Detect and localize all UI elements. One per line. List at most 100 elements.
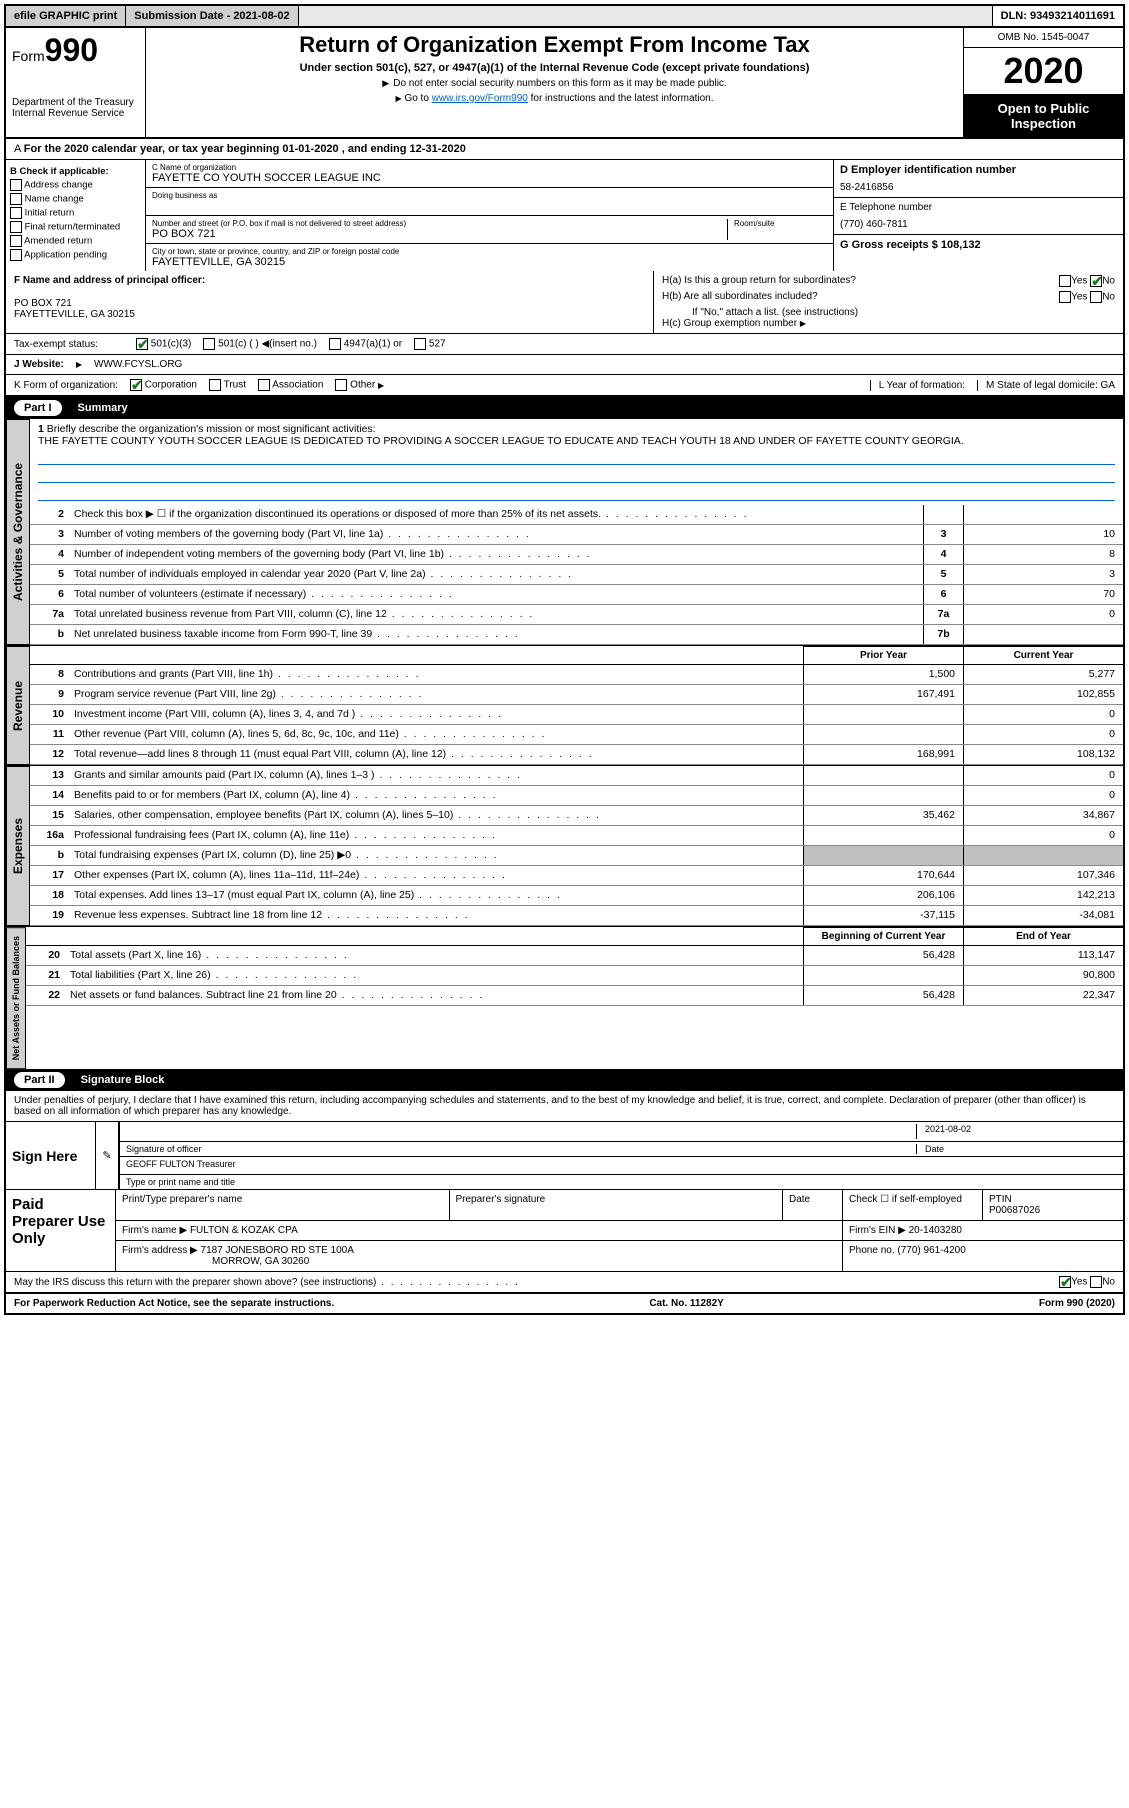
check-final[interactable]: Final return/terminated	[10, 221, 141, 233]
goto-suffix: for instructions and the latest informat…	[528, 93, 714, 104]
check-other[interactable]	[335, 379, 347, 391]
line-20: 20Total assets (Part X, line 16)56,42811…	[26, 946, 1123, 966]
dept-treasury: Department of the Treasury Internal Reve…	[12, 97, 139, 119]
line-b: bNet unrelated business taxable income f…	[30, 625, 1123, 645]
paperwork-note: For Paperwork Reduction Act Notice, see …	[14, 1298, 334, 1309]
penalty-text: Under penalties of perjury, I declare th…	[6, 1091, 1123, 1122]
line-4: 4Number of independent voting members of…	[30, 545, 1123, 565]
check-pending[interactable]: Application pending	[10, 249, 141, 261]
form-title-block: Return of Organization Exempt From Incom…	[146, 28, 963, 137]
line-9: 9Program service revenue (Part VIII, lin…	[30, 685, 1123, 705]
discuss-row: May the IRS discuss this return with the…	[6, 1272, 1123, 1293]
line-18: 18Total expenses. Add lines 13–17 (must …	[30, 886, 1123, 906]
spacer	[299, 6, 993, 26]
ha-label: H(a) Is this a group return for subordin…	[662, 275, 856, 287]
check-amended[interactable]: Amended return	[10, 235, 141, 247]
line-19: 19Revenue less expenses. Subtract line 1…	[30, 906, 1123, 926]
officer-addr2: FAYETTEVILLE, GA 30215	[14, 309, 645, 320]
form-990: 990	[45, 32, 98, 68]
discuss-text: May the IRS discuss this return with the…	[14, 1277, 520, 1288]
tab-revenue: Revenue	[6, 646, 30, 765]
arrow-icon	[396, 93, 402, 104]
prior-year-hdr: Prior Year	[803, 646, 963, 665]
line-12: 12Total revenue—add lines 8 through 11 (…	[30, 745, 1123, 765]
hb-no[interactable]	[1090, 291, 1102, 303]
check-501c3[interactable]	[136, 338, 148, 350]
form-page: efile GRAPHIC print Submission Date - 20…	[4, 4, 1125, 1315]
line-3: 3Number of voting members of the governi…	[30, 525, 1123, 545]
line-17: 17Other expenses (Part IX, column (A), l…	[30, 866, 1123, 886]
line-5: 5Total number of individuals employed in…	[30, 565, 1123, 585]
check-initial[interactable]: Initial return	[10, 207, 141, 219]
check-name[interactable]: Name change	[10, 193, 141, 205]
line-22: 22Net assets or fund balances. Subtract …	[26, 986, 1123, 1006]
pen-icon: ✎	[96, 1122, 120, 1189]
dln: DLN: 93493214011691	[993, 6, 1123, 26]
hb-yes[interactable]	[1059, 291, 1071, 303]
check-501c[interactable]	[203, 338, 215, 350]
website-row: J Website: WWW.FCYSL.ORG	[6, 355, 1123, 375]
addr-label: Number and street (or P.O. box if mail i…	[152, 219, 727, 228]
line-11: 11Other revenue (Part VIII, column (A), …	[30, 725, 1123, 745]
form-ref: Form 990 (2020)	[1039, 1298, 1115, 1309]
part1-title: Summary	[78, 402, 128, 414]
discuss-no[interactable]	[1090, 1276, 1102, 1288]
ein-value: 58-2416856	[840, 182, 1117, 193]
firm-addr1: 7187 JONESBORO RD STE 100A	[201, 1245, 354, 1256]
officer-addr1: PO BOX 721	[14, 298, 645, 309]
check-assoc[interactable]	[258, 379, 270, 391]
line-21: 21Total liabilities (Part X, line 26)90,…	[26, 966, 1123, 986]
tel-label: E Telephone number	[840, 202, 932, 213]
top-bar: efile GRAPHIC print Submission Date - 20…	[6, 6, 1123, 28]
room-label: Room/suite	[734, 219, 827, 228]
line-1-num: 1	[38, 423, 44, 435]
org-info-block: B Check if applicable: Address change Na…	[6, 160, 1123, 271]
check-4947[interactable]	[329, 338, 341, 350]
org-address: PO BOX 721	[152, 228, 727, 240]
year-block: OMB No. 1545-0047 2020 Open to Public In…	[963, 28, 1123, 137]
efile-print-button[interactable]: efile GRAPHIC print	[6, 6, 126, 26]
check-trust[interactable]	[209, 379, 221, 391]
line-16a: 16aProfessional fundraising fees (Part I…	[30, 826, 1123, 846]
ha-no[interactable]	[1090, 275, 1102, 287]
discuss-yes[interactable]	[1059, 1276, 1071, 1288]
tab-expenses: Expenses	[6, 766, 30, 926]
line-14: 14Benefits paid to or for members (Part …	[30, 786, 1123, 806]
line-7a: 7aTotal unrelated business revenue from …	[30, 605, 1123, 625]
prep-sig-label: Preparer's signature	[450, 1190, 784, 1220]
status-label: Tax-exempt status:	[14, 339, 124, 350]
website-label: Website:	[22, 359, 64, 370]
ptin-value: P00687026	[989, 1205, 1040, 1216]
irs-link[interactable]: www.irs.gov/Form990	[432, 93, 528, 104]
hc-label: H(c) Group exemption number	[662, 318, 797, 329]
part2-header: Part II Signature Block	[6, 1069, 1123, 1091]
officer-name: GEOFF FULTON Treasurer	[126, 1159, 236, 1172]
state-domicile: M State of legal domicile: GA	[977, 380, 1115, 391]
ssn-note: Do not enter social security numbers on …	[154, 78, 955, 89]
form-label: Form	[12, 48, 45, 64]
tax-year-line: A For the 2020 calendar year, or tax yea…	[6, 139, 1123, 160]
hb-label: H(b) Are all subordinates included?	[662, 291, 818, 303]
prep-name-label: Print/Type preparer's name	[116, 1190, 450, 1220]
submission-date: Submission Date - 2021-08-02	[126, 6, 298, 26]
public-inspection: Open to Public Inspection	[964, 95, 1123, 137]
org-name-label: C Name of organization	[152, 163, 827, 172]
check-527[interactable]	[414, 338, 426, 350]
name-address-block: C Name of organization FAYETTE CO YOUTH …	[146, 160, 833, 271]
sign-here-label: Sign Here	[6, 1122, 96, 1189]
self-employed-check[interactable]: Check ☐ if self-employed	[843, 1190, 983, 1220]
form-number-block: Form990 Department of the Treasury Inter…	[6, 28, 146, 137]
arrow-icon	[800, 318, 806, 329]
hb-note: If "No," attach a list. (see instruction…	[662, 307, 1115, 318]
cat-no: Cat. No. 11282Y	[649, 1298, 723, 1309]
line-8: 8Contributions and grants (Part VIII, li…	[30, 665, 1123, 685]
check-corp[interactable]	[130, 379, 142, 391]
ha-yes[interactable]	[1059, 275, 1071, 287]
line-15: 15Salaries, other compensation, employee…	[30, 806, 1123, 826]
officer-row: F Name and address of principal officer:…	[6, 271, 1123, 334]
org-city: FAYETTEVILLE, GA 30215	[152, 256, 827, 268]
line-13: 13Grants and similar amounts paid (Part …	[30, 766, 1123, 786]
check-address[interactable]: Address change	[10, 179, 141, 191]
name-title-label: Type or print name and title	[126, 1177, 235, 1187]
page-footer: For Paperwork Reduction Act Notice, see …	[6, 1293, 1123, 1313]
